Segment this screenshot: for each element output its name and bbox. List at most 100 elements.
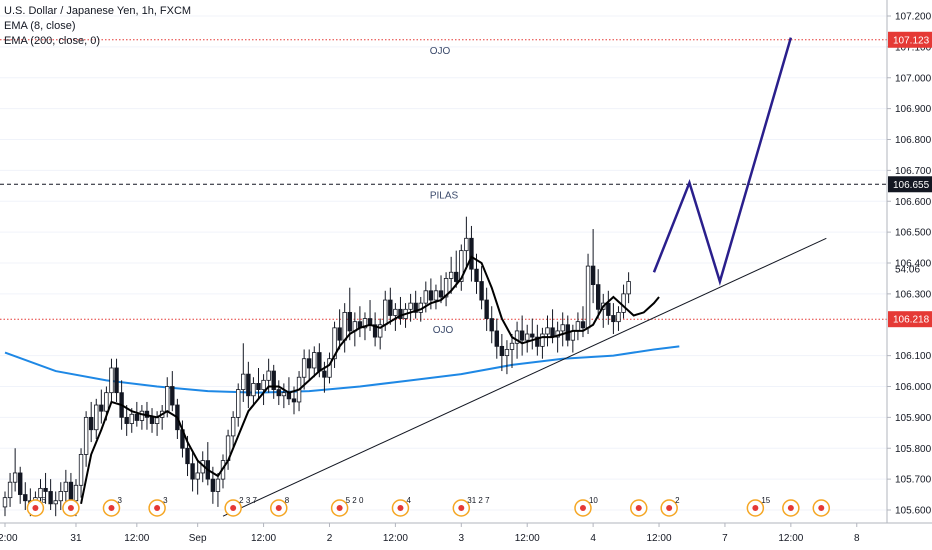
candle-body <box>109 367 114 394</box>
event-marker[interactable] <box>630 499 648 517</box>
legend-title[interactable]: U.S. Dollar / Japanese Yen, 1h, FXCM <box>4 5 192 17</box>
annotation-label: OJO <box>430 46 451 57</box>
event-count: 15 <box>761 496 770 505</box>
candle-body <box>88 416 94 431</box>
candle-body <box>545 327 550 335</box>
event-marker[interactable]: 3 <box>148 496 168 517</box>
candle-body <box>479 281 484 301</box>
candle-body <box>58 491 63 502</box>
y-tick-label: 105.700 <box>895 475 932 486</box>
ema-200-line <box>4 345 680 394</box>
candle-body <box>149 416 155 424</box>
event-marker[interactable]: 3 <box>102 496 122 517</box>
price-axis[interactable]: 107.200 107.100 107.000 106.900 106.800 106.7… <box>887 12 932 517</box>
event-marker[interactable]: 15 <box>746 496 771 517</box>
candle-body <box>499 345 505 357</box>
candle-body <box>114 367 119 394</box>
candle-body <box>575 321 581 332</box>
legend-ema8[interactable]: EMA (8, close) <box>4 20 76 32</box>
candle-body <box>7 481 13 499</box>
event-dot <box>336 505 343 511</box>
candle-body <box>2 497 8 508</box>
y-tick-label: 106.800 <box>895 135 932 146</box>
event-marker[interactable]: 2 3 7 <box>224 496 257 517</box>
text-annotations: OJO PILAS OJO <box>430 46 459 336</box>
candle-body <box>519 330 525 341</box>
candle-body <box>195 472 200 480</box>
price-tag-label: 106.655 <box>893 180 930 191</box>
candle-body <box>474 268 479 282</box>
event-marker[interactable]: 10 <box>574 496 598 517</box>
event-marker[interactable]: 6 <box>26 496 46 517</box>
candle-body <box>63 481 69 492</box>
time-axis[interactable]: 12:00 31 12:00 Sep 12:00 2 12:00 3 12:00 4 12:00 7 1… <box>0 523 860 544</box>
candle-body <box>322 370 327 378</box>
candle-body <box>590 265 596 286</box>
candle-body <box>621 293 626 313</box>
event-count: 10 <box>589 496 598 505</box>
event-count: 3 <box>163 496 168 505</box>
x-tick-label: 12:00 <box>124 533 149 544</box>
event-count: 6 <box>41 496 46 505</box>
projection-line[interactable] <box>652 37 793 286</box>
price-tag-label: 107.123 <box>893 35 930 46</box>
candle-body <box>464 237 469 252</box>
candle-body <box>459 250 464 282</box>
countdown-label: 54:06 <box>895 265 920 276</box>
y-tick-label: 105.600 <box>895 506 932 517</box>
candle-body <box>266 370 271 381</box>
y-tick-label: 106.500 <box>895 228 932 239</box>
x-tick-label: 7 <box>722 533 728 544</box>
event-marker[interactable]: 8 <box>270 496 290 517</box>
candle-body <box>68 481 74 502</box>
event-dot <box>752 505 759 511</box>
event-count: 5 2 0 <box>346 496 364 505</box>
candle-body <box>134 413 140 421</box>
candle-body <box>53 500 58 505</box>
candle-body <box>504 349 510 357</box>
event-marker[interactable]: 5 2 0 <box>330 496 364 517</box>
candle-body <box>595 284 601 310</box>
trendline-segment[interactable] <box>222 237 827 517</box>
y-tick-label: 106.700 <box>895 166 932 177</box>
candle-body <box>99 404 104 412</box>
horizontal-levels[interactable] <box>0 39 887 320</box>
projection-path[interactable] <box>652 37 793 286</box>
candle-body <box>261 379 266 390</box>
event-dot <box>32 505 39 511</box>
economic-events-row[interactable]: 6 3 3 2 3 7 8 5 2 0 4 31 2 7 10 2 15 <box>26 496 831 517</box>
candle-body <box>190 463 195 480</box>
event-dot <box>397 505 404 511</box>
x-tick-label: 3 <box>459 533 465 544</box>
event-dot <box>67 505 74 511</box>
event-marker[interactable] <box>812 499 831 517</box>
y-tick-label: 107.100 <box>895 42 932 53</box>
candle-body <box>438 290 444 298</box>
price-tag-bg <box>888 31 932 48</box>
y-tick-label: 106.100 <box>895 351 932 362</box>
event-marker[interactable] <box>62 499 80 517</box>
event-marker[interactable]: 4 <box>391 496 411 517</box>
ema-8-line <box>80 255 660 505</box>
candle-body <box>83 416 89 455</box>
candle-body <box>448 271 454 279</box>
candle-body <box>312 352 317 369</box>
event-dot <box>154 505 161 511</box>
event-dot <box>275 505 282 511</box>
candle-body <box>484 299 489 319</box>
event-count: 2 <box>675 496 680 505</box>
candle-body <box>12 472 18 483</box>
event-marker[interactable] <box>782 499 800 517</box>
event-dot <box>635 505 642 511</box>
candle-body <box>362 318 368 329</box>
event-marker[interactable]: 31 2 7 <box>452 496 490 517</box>
y-tick-label: 106.400 <box>895 259 932 270</box>
event-marker[interactable]: 2 <box>660 496 680 517</box>
candle-body <box>489 318 494 332</box>
legend-ema200[interactable]: EMA (200, close, 0) <box>4 35 100 47</box>
trendline[interactable] <box>222 237 827 517</box>
candle-body <box>332 327 337 360</box>
price-axis-bg <box>887 0 932 550</box>
x-tick-label: 12:00 <box>515 533 540 544</box>
